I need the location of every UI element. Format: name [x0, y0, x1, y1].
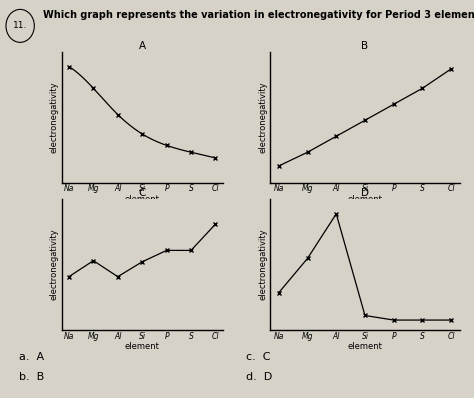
- Text: d.  D: d. D: [246, 372, 273, 382]
- Title: B: B: [361, 41, 369, 51]
- X-axis label: element: element: [347, 195, 383, 204]
- Title: C: C: [138, 188, 146, 198]
- Text: b.  B: b. B: [19, 372, 44, 382]
- Title: A: A: [138, 41, 146, 51]
- Y-axis label: electronegativity: electronegativity: [258, 82, 267, 153]
- X-axis label: element: element: [347, 342, 383, 351]
- X-axis label: element: element: [125, 342, 160, 351]
- X-axis label: element: element: [125, 195, 160, 204]
- Y-axis label: electronegativity: electronegativity: [50, 82, 59, 153]
- Y-axis label: electronegativity: electronegativity: [50, 229, 59, 300]
- Y-axis label: electronegativity: electronegativity: [258, 229, 267, 300]
- Text: c.  C: c. C: [246, 352, 271, 362]
- Text: a.  A: a. A: [19, 352, 44, 362]
- Text: Which graph represents the variation in electronegativity for Period 3 elements?: Which graph represents the variation in …: [43, 10, 474, 20]
- Title: D: D: [361, 188, 369, 198]
- Text: 11.: 11.: [13, 21, 27, 30]
